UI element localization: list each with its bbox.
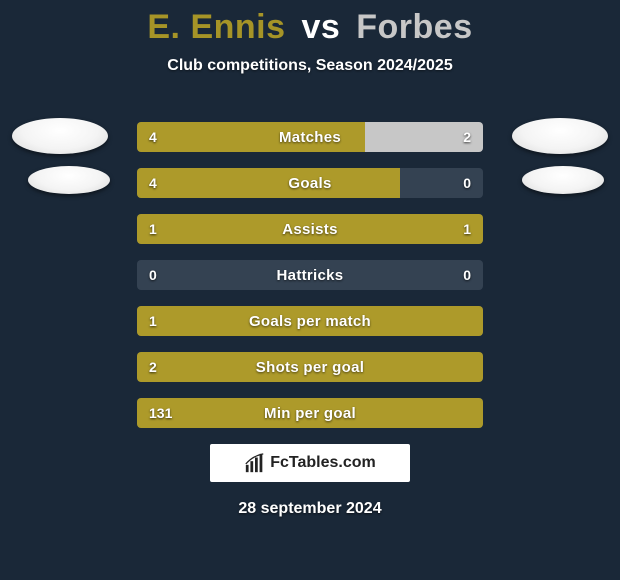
brand-logo: FcTables.com bbox=[210, 444, 410, 482]
player1-club-avatar bbox=[28, 166, 110, 194]
comparison-title: E. Ennis vs Forbes bbox=[0, 0, 620, 47]
player2-club-avatar bbox=[522, 166, 604, 194]
stat-label: Goals bbox=[137, 168, 483, 198]
stat-label: Goals per match bbox=[137, 306, 483, 336]
stat-row: 40Goals bbox=[137, 168, 483, 198]
stat-label: Assists bbox=[137, 214, 483, 244]
stat-label: Min per goal bbox=[137, 398, 483, 428]
stat-row: 00Hattricks bbox=[137, 260, 483, 290]
stat-row: 1Goals per match bbox=[137, 306, 483, 336]
stat-row: 131Min per goal bbox=[137, 398, 483, 428]
player1-name: E. Ennis bbox=[147, 8, 285, 46]
vs-text: vs bbox=[301, 8, 340, 46]
stat-label: Hattricks bbox=[137, 260, 483, 290]
stat-bars: 42Matches 40Goals 11Assists 00Hattricks 1Goa… bbox=[137, 122, 483, 444]
stat-label: Matches bbox=[137, 122, 483, 152]
stat-label: Shots per goal bbox=[137, 352, 483, 382]
player1-avatar bbox=[12, 118, 108, 154]
brand-text: FcTables.com bbox=[270, 454, 376, 472]
stat-row: 2Shots per goal bbox=[137, 352, 483, 382]
player2-name: Forbes bbox=[356, 8, 472, 46]
player2-avatar bbox=[512, 118, 608, 154]
subtitle: Club competitions, Season 2024/2025 bbox=[0, 57, 620, 75]
chart-bars-icon bbox=[244, 452, 266, 474]
stat-row: 42Matches bbox=[137, 122, 483, 152]
footer-date: 28 september 2024 bbox=[0, 500, 620, 518]
stat-row: 11Assists bbox=[137, 214, 483, 244]
